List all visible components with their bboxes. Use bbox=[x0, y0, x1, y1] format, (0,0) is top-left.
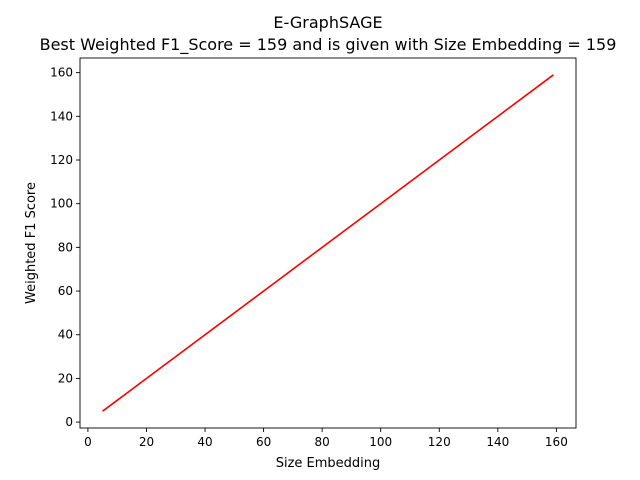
x-axis-label: Size Embedding bbox=[276, 456, 381, 471]
x-tick-label-20: 20 bbox=[139, 435, 154, 449]
plot-area: 0 20 40 60 80 100 120 140 160 0 20 40 60 80 100 120 140 1… bbox=[50, 57, 577, 449]
plot-frame bbox=[79, 57, 577, 429]
x-tick-label-40: 40 bbox=[197, 435, 212, 449]
chart-title: E-GraphSAGE bbox=[273, 13, 382, 32]
x-tick-label-0: 0 bbox=[84, 435, 92, 449]
x-tick-label-140: 140 bbox=[486, 435, 509, 449]
chart-subtitle: Best Weighted F1_Score = 159 and is give… bbox=[40, 35, 617, 55]
y-tick-label-20: 20 bbox=[58, 371, 73, 385]
y-tick-label-160: 160 bbox=[50, 66, 73, 80]
x-tick-label-120: 120 bbox=[428, 435, 451, 449]
y-tick-label-60: 60 bbox=[58, 284, 73, 298]
x-tick-label-80: 80 bbox=[315, 435, 330, 449]
y-tick-label-120: 120 bbox=[50, 153, 73, 167]
y-tick-label-140: 140 bbox=[50, 109, 73, 123]
x-tick-label-160: 160 bbox=[545, 435, 568, 449]
y-axis-label: Weighted F1 Score bbox=[24, 182, 39, 304]
y-tick-label-80: 80 bbox=[58, 240, 73, 254]
x-tick-label-60: 60 bbox=[256, 435, 271, 449]
y-tick-label-0: 0 bbox=[65, 415, 73, 429]
y-tick-label-40: 40 bbox=[58, 328, 73, 342]
x-tick-label-100: 100 bbox=[369, 435, 392, 449]
series-line-0 bbox=[102, 74, 554, 412]
y-tick-label-100: 100 bbox=[50, 197, 73, 211]
